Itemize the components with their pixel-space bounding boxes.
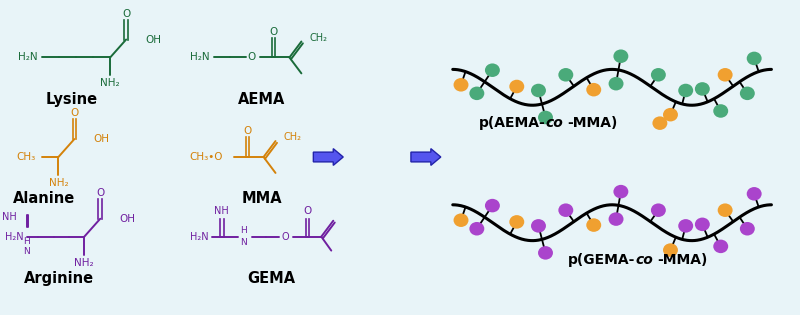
- Ellipse shape: [651, 203, 666, 217]
- Ellipse shape: [538, 246, 553, 260]
- Text: H₂N: H₂N: [190, 52, 210, 62]
- Ellipse shape: [653, 116, 667, 130]
- Ellipse shape: [510, 215, 524, 229]
- Text: H₂N: H₂N: [5, 232, 23, 242]
- Text: OH: OH: [119, 214, 135, 224]
- Ellipse shape: [746, 52, 762, 65]
- Ellipse shape: [714, 240, 728, 253]
- Text: N: N: [240, 238, 247, 247]
- Ellipse shape: [678, 84, 693, 97]
- Text: H
N: H N: [23, 237, 30, 256]
- Text: O: O: [96, 188, 104, 198]
- Text: co: co: [635, 253, 653, 266]
- Ellipse shape: [609, 77, 623, 90]
- Text: O: O: [282, 232, 290, 242]
- Ellipse shape: [651, 68, 666, 82]
- FancyArrow shape: [411, 149, 441, 165]
- Text: NH₂: NH₂: [49, 178, 68, 188]
- Ellipse shape: [740, 87, 755, 100]
- Ellipse shape: [485, 63, 500, 77]
- Text: GEMA: GEMA: [247, 271, 295, 286]
- Ellipse shape: [558, 68, 574, 82]
- Ellipse shape: [614, 185, 628, 198]
- Text: CH₂: CH₂: [310, 32, 327, 43]
- Text: OH: OH: [145, 35, 161, 44]
- Text: O: O: [270, 26, 278, 37]
- FancyArrow shape: [314, 149, 343, 165]
- Text: O: O: [70, 108, 78, 118]
- Ellipse shape: [531, 84, 546, 97]
- Ellipse shape: [614, 49, 628, 63]
- Ellipse shape: [485, 199, 500, 212]
- Ellipse shape: [718, 203, 733, 217]
- Text: Arginine: Arginine: [24, 271, 94, 286]
- Ellipse shape: [714, 104, 728, 118]
- Ellipse shape: [740, 222, 755, 236]
- Text: NH₂: NH₂: [74, 258, 94, 267]
- Text: Alanine: Alanine: [14, 191, 75, 206]
- Ellipse shape: [609, 212, 623, 226]
- Ellipse shape: [695, 82, 710, 96]
- Ellipse shape: [678, 219, 693, 233]
- Text: O: O: [247, 52, 256, 62]
- Text: co: co: [546, 116, 563, 130]
- Text: O: O: [122, 9, 130, 19]
- Ellipse shape: [586, 83, 602, 96]
- Ellipse shape: [586, 218, 602, 232]
- Text: NH: NH: [214, 206, 229, 216]
- Ellipse shape: [538, 111, 553, 124]
- Ellipse shape: [746, 187, 762, 201]
- Text: NH: NH: [2, 212, 17, 222]
- Text: MMA: MMA: [242, 191, 282, 206]
- Ellipse shape: [531, 219, 546, 233]
- Text: NH₂: NH₂: [100, 78, 120, 88]
- Text: OH: OH: [94, 134, 110, 144]
- Text: H₂N: H₂N: [18, 52, 38, 62]
- Ellipse shape: [718, 68, 733, 82]
- Text: O: O: [243, 126, 252, 136]
- Text: AEMA: AEMA: [238, 92, 286, 107]
- Text: CH₂: CH₂: [283, 132, 302, 142]
- Text: -MMA): -MMA): [567, 116, 618, 130]
- Ellipse shape: [470, 87, 484, 100]
- Ellipse shape: [663, 243, 678, 257]
- Ellipse shape: [470, 222, 484, 236]
- Text: CH₃•O: CH₃•O: [190, 152, 223, 162]
- Ellipse shape: [663, 108, 678, 122]
- Text: p(AEMA-: p(AEMA-: [478, 116, 546, 130]
- Ellipse shape: [454, 214, 469, 227]
- Text: Lysine: Lysine: [46, 92, 98, 107]
- Text: O: O: [303, 206, 311, 216]
- Ellipse shape: [695, 218, 710, 231]
- Ellipse shape: [454, 78, 469, 92]
- Text: H₂N: H₂N: [190, 232, 209, 242]
- Text: CH₃: CH₃: [17, 152, 36, 162]
- Text: -MMA): -MMA): [657, 253, 707, 266]
- Text: H: H: [240, 226, 247, 235]
- Ellipse shape: [558, 203, 574, 217]
- Text: p(GEMA-: p(GEMA-: [568, 253, 635, 266]
- Ellipse shape: [510, 80, 524, 93]
